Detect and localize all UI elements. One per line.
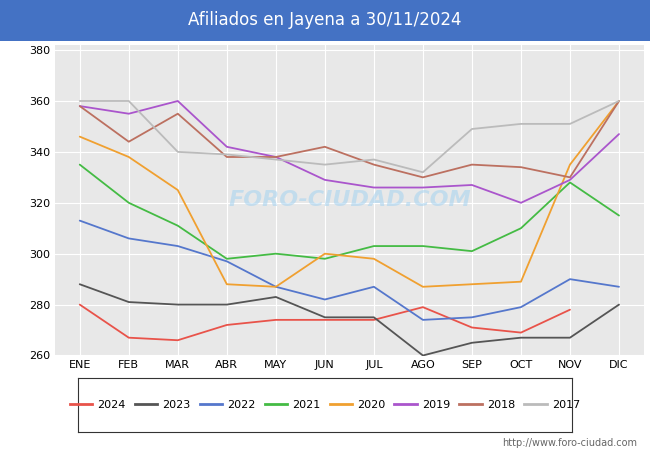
Text: Afiliados en Jayena a 30/11/2024: Afiliados en Jayena a 30/11/2024: [188, 11, 462, 29]
Legend: 2024, 2023, 2022, 2021, 2020, 2019, 2018, 2017: 2024, 2023, 2022, 2021, 2020, 2019, 2018…: [65, 396, 585, 414]
Text: FORO-CIUDAD.COM: FORO-CIUDAD.COM: [228, 190, 471, 210]
Text: http://www.foro-ciudad.com: http://www.foro-ciudad.com: [502, 438, 637, 448]
